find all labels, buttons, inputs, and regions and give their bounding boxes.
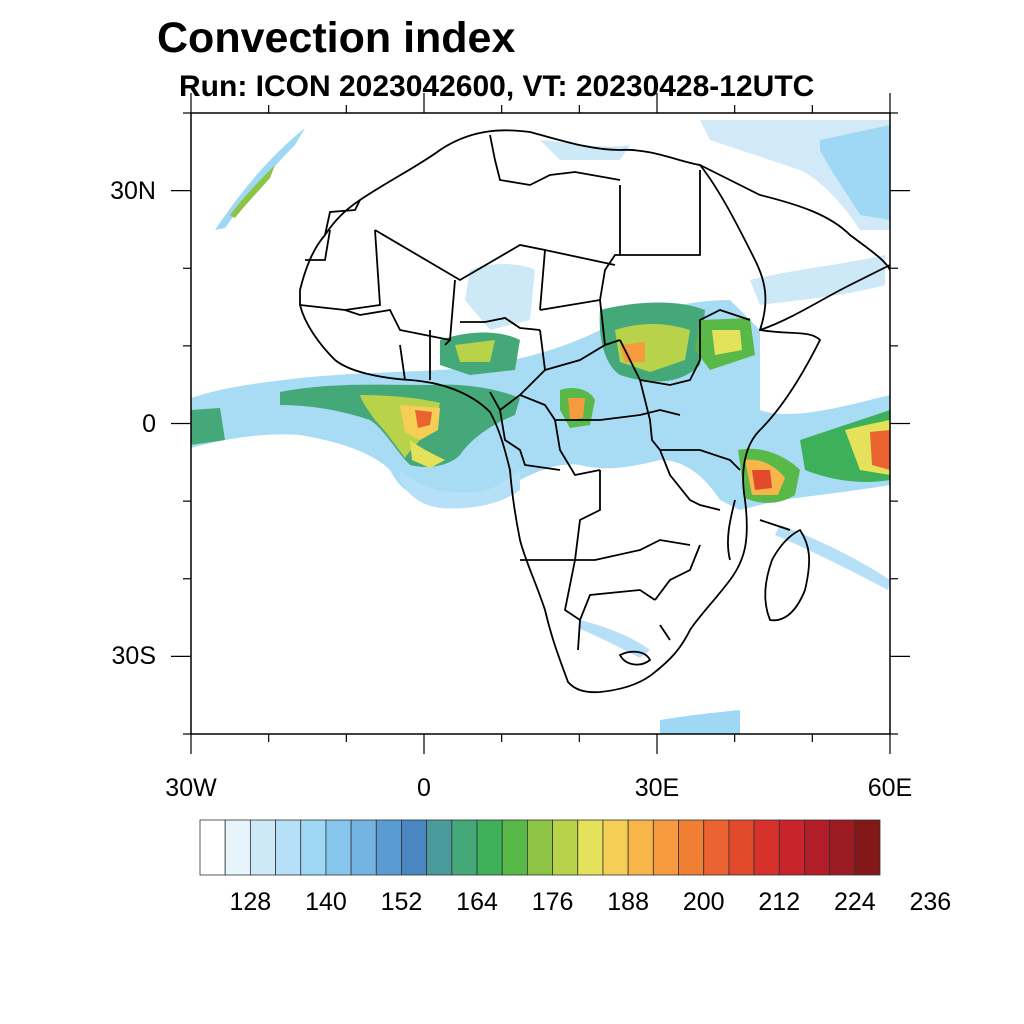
colorbar-label: 236 xyxy=(909,888,952,916)
lon-label: 30E xyxy=(634,774,680,802)
lon-label: 30W xyxy=(165,774,217,802)
convection-field xyxy=(191,120,890,734)
colorbar-label: 140 xyxy=(305,888,347,916)
colorbar-label: 200 xyxy=(682,888,725,916)
colorbar-label: 212 xyxy=(758,888,801,916)
colorbar-label: 152 xyxy=(380,888,423,916)
colorbar-label: 188 xyxy=(607,888,649,916)
colorbar-label: 176 xyxy=(531,888,574,916)
coastlines-borders xyxy=(299,129,890,694)
lon-label: 60E xyxy=(867,774,913,802)
map-title: Convection index xyxy=(157,14,516,62)
colorbar-label: 164 xyxy=(456,888,498,916)
colorbar-label: 128 xyxy=(229,888,272,916)
lat-label: 30S xyxy=(111,642,156,671)
lat-label: 0 xyxy=(142,409,156,438)
map-subtitle: Run: ICON 2023042600, VT: 20230428-12UTC xyxy=(179,70,815,103)
lat-label: 30N xyxy=(110,176,156,205)
axis-ticks xyxy=(171,93,910,754)
map-panel xyxy=(191,113,890,734)
lon-label: 0 xyxy=(417,774,431,802)
colorbar-label: 224 xyxy=(833,888,876,916)
